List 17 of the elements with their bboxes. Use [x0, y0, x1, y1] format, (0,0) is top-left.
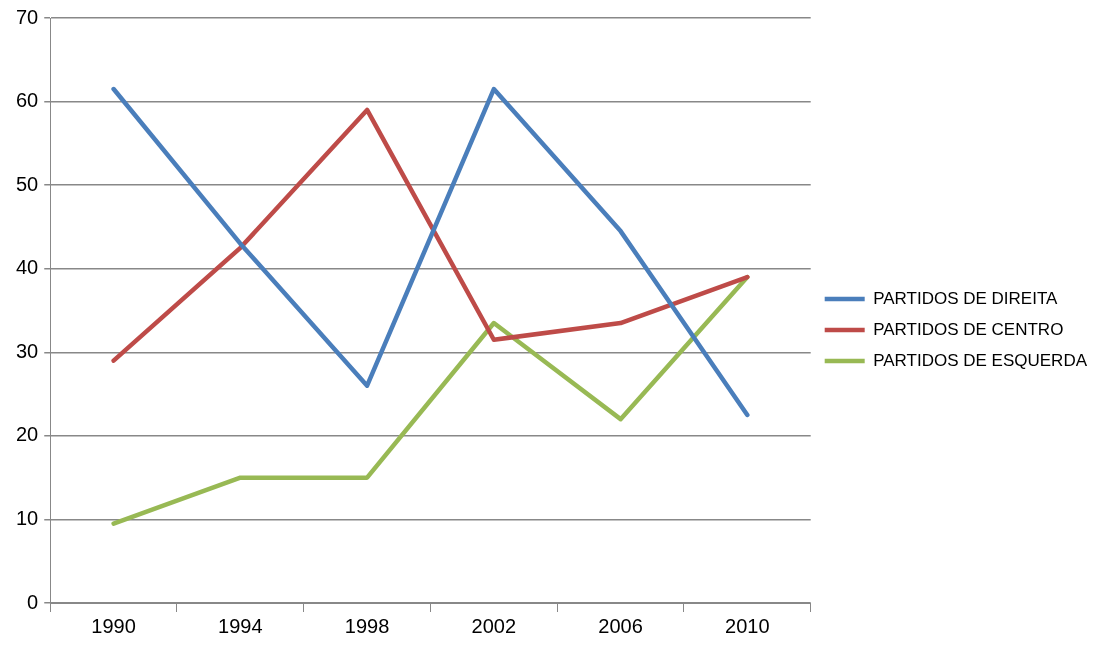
- x-tick-label: 2002: [471, 614, 517, 637]
- x-tick-label: 1998: [344, 614, 390, 637]
- x-tick-label: 1994: [218, 614, 263, 637]
- y-tick-label: 30: [16, 339, 39, 362]
- y-tick-label: 0: [27, 590, 39, 613]
- y-tick-label: 10: [16, 506, 39, 529]
- x-tick-label: 2010: [725, 614, 770, 637]
- y-tick-label: 40: [16, 256, 39, 279]
- legend-label: PARTIDOS DE CENTRO: [873, 319, 1064, 339]
- y-tick-label: 20: [16, 423, 39, 446]
- y-tick-label: 60: [16, 89, 39, 112]
- y-tick-label: 70: [16, 5, 39, 28]
- legend-label: PARTIDOS DE DIREITA: [873, 288, 1059, 308]
- legend-label: PARTIDOS DE ESQUERDA: [873, 350, 1088, 370]
- x-tick-label: 1990: [91, 614, 136, 637]
- y-tick-label: 50: [16, 172, 39, 195]
- x-tick-label: 2006: [598, 614, 643, 637]
